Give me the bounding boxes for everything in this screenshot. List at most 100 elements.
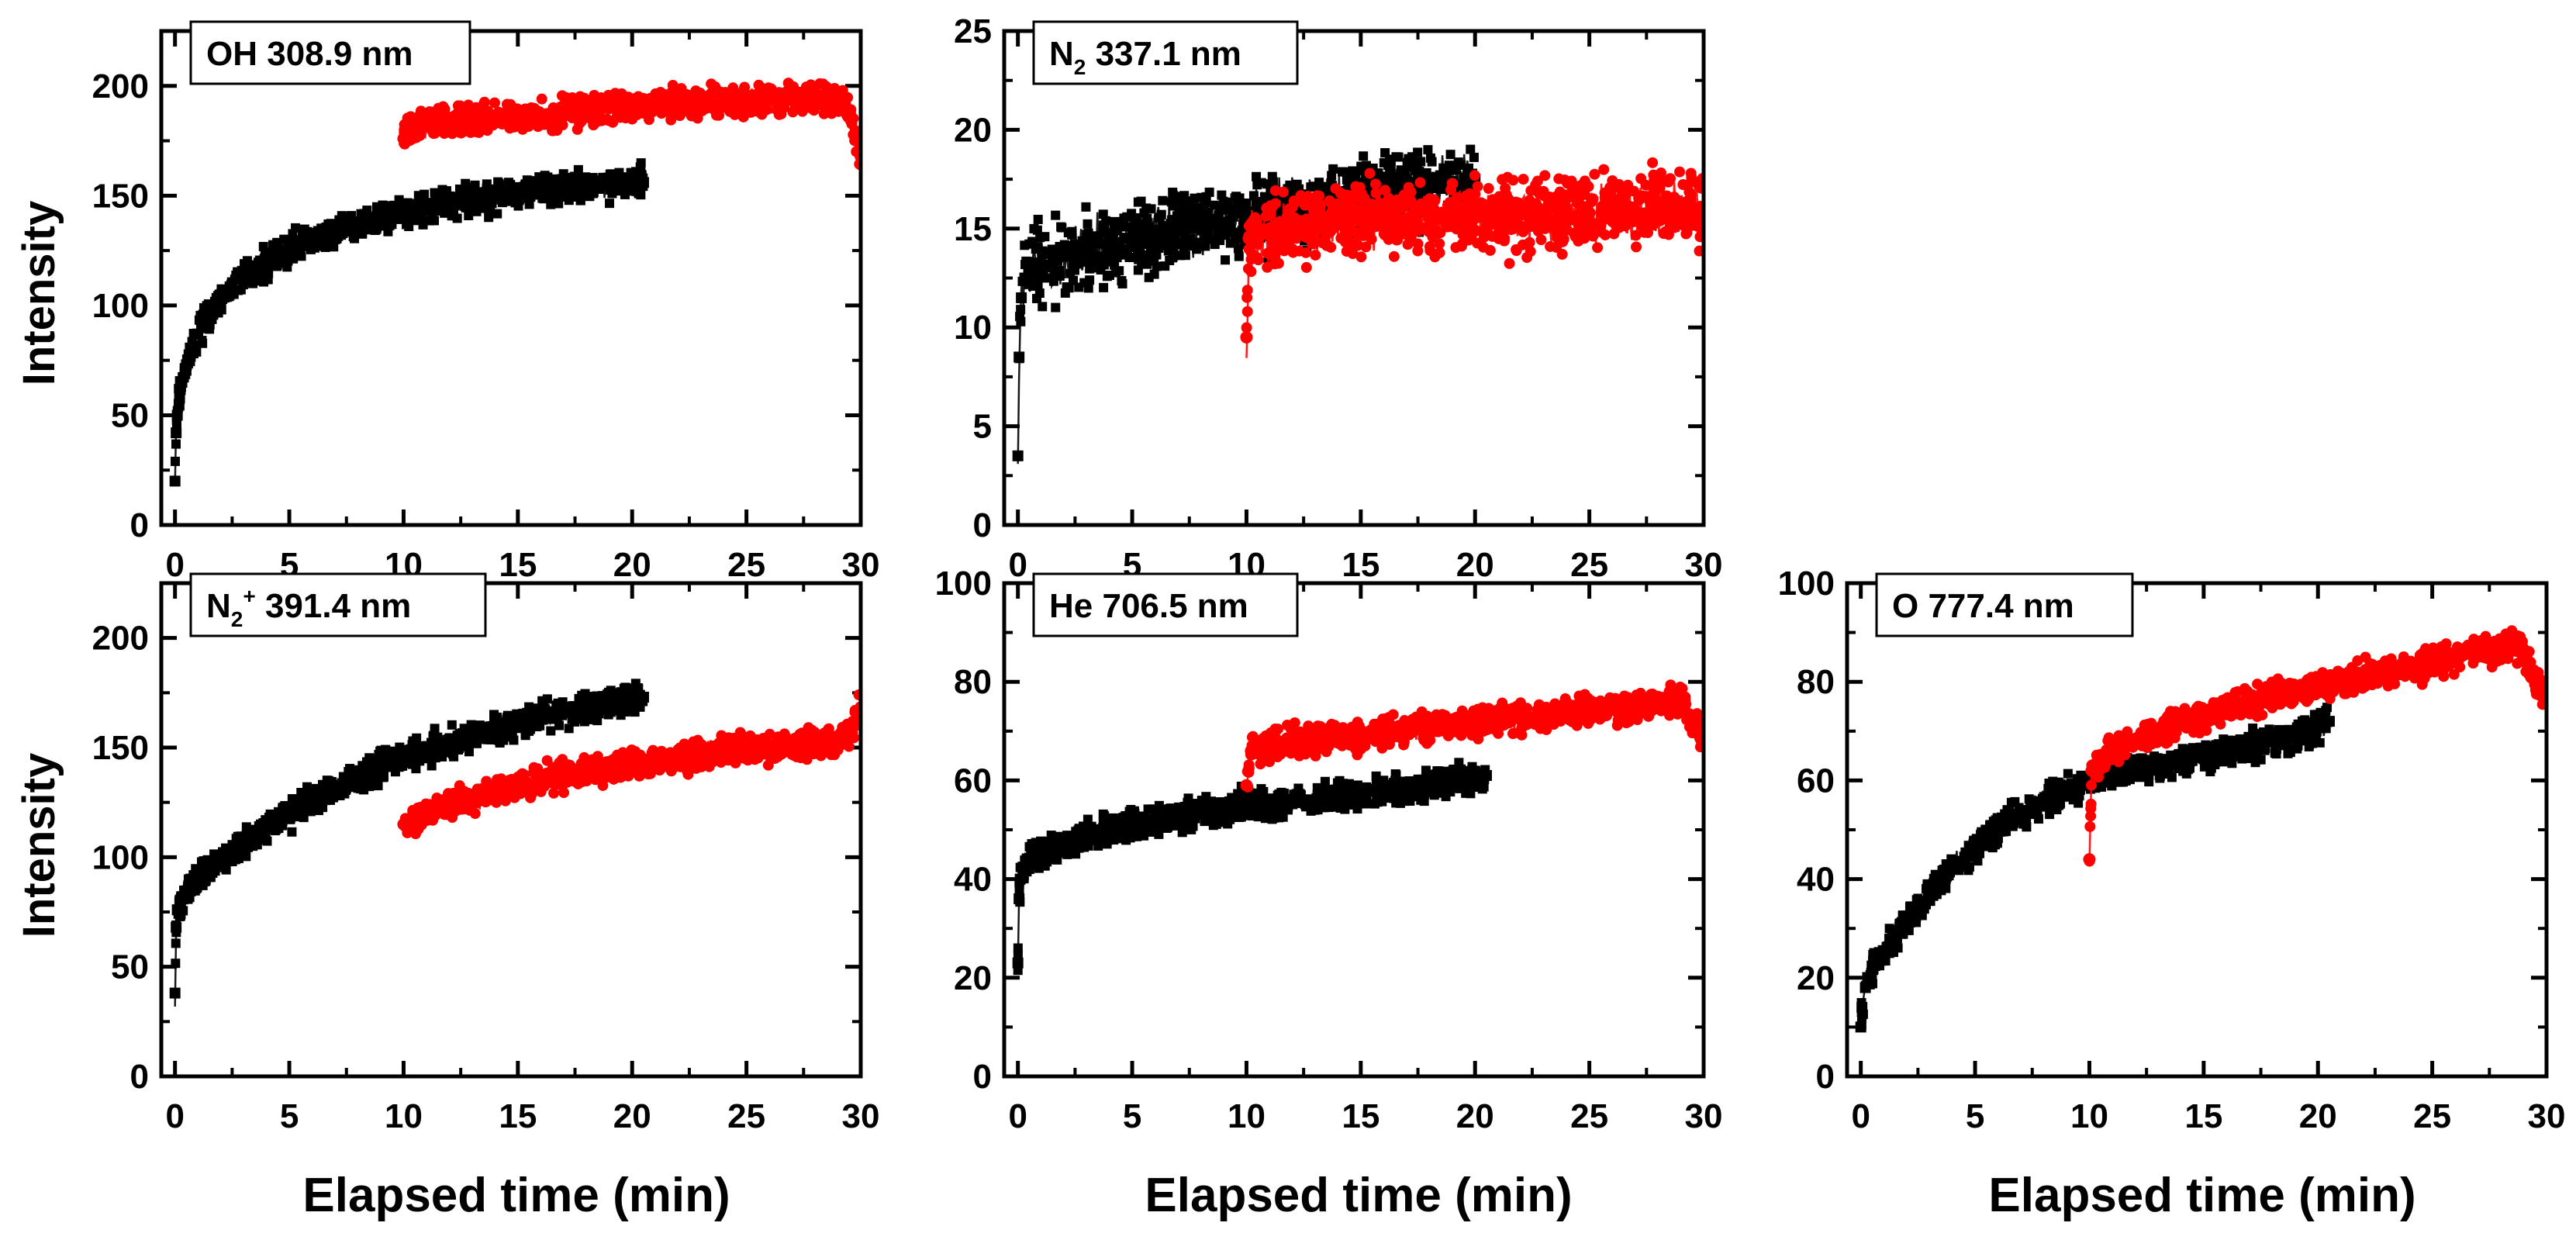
data-point	[376, 221, 386, 231]
data-point	[1314, 190, 1325, 202]
data-point	[556, 90, 568, 102]
data-point	[1377, 214, 1390, 227]
x-tick-label: 25	[727, 546, 765, 584]
data-point	[316, 223, 326, 233]
panel-title-part: 337.1 nm	[1086, 35, 1241, 73]
data-point	[1169, 234, 1179, 244]
data-point	[685, 110, 697, 122]
data-point	[437, 185, 447, 195]
data-point	[1180, 206, 1190, 216]
data-point	[1539, 170, 1551, 181]
data-point	[430, 736, 440, 746]
data-point	[1445, 210, 1459, 223]
data-point	[1669, 222, 1680, 233]
data-point	[1259, 192, 1269, 202]
data-point	[648, 99, 661, 112]
data-point	[1069, 265, 1079, 275]
data-point	[1192, 244, 1202, 254]
data-point	[455, 127, 467, 139]
data-point	[1241, 306, 1253, 317]
data-point	[1562, 192, 1573, 203]
data-point	[1119, 244, 1129, 254]
data-point	[1573, 233, 1585, 244]
data-point	[1631, 241, 1642, 253]
data-point	[1016, 316, 1026, 326]
data-point	[1493, 226, 1505, 237]
data-point	[809, 92, 822, 105]
data-point	[624, 706, 634, 716]
data-point	[1445, 150, 1455, 160]
data-point	[1223, 197, 1233, 207]
data-point	[1288, 195, 1300, 207]
data-point	[1405, 186, 1417, 198]
x-tick-label: 25	[1570, 546, 1608, 584]
data-point	[1638, 207, 1650, 219]
data-point	[729, 109, 741, 120]
data-point	[1242, 263, 1254, 275]
data-point	[1649, 174, 1660, 185]
data-point	[1249, 250, 1261, 262]
data-point	[1552, 199, 1563, 211]
data-point	[444, 737, 455, 749]
data-point	[271, 261, 281, 271]
data-point	[504, 102, 516, 114]
x-axis-label-col2: Elapsed time (min)	[1145, 1169, 1572, 1222]
data-point	[1518, 226, 1529, 237]
data-point	[1566, 181, 1578, 193]
data-point	[512, 717, 523, 729]
data-point	[500, 111, 512, 123]
data-point	[1201, 192, 1211, 202]
data-point	[1424, 179, 1435, 191]
data-point	[546, 192, 556, 202]
data-point	[1200, 200, 1210, 210]
plot-frame	[1002, 29, 1706, 527]
data-point	[402, 123, 415, 136]
data-point	[787, 106, 799, 118]
data-point	[1156, 209, 1166, 219]
data-point	[1175, 192, 1185, 202]
data-point	[1514, 208, 1528, 221]
data-point	[553, 698, 563, 708]
data-point	[284, 243, 295, 254]
data-point	[171, 958, 181, 969]
data-point	[1044, 261, 1054, 271]
data-point	[1597, 200, 1608, 212]
data-point	[1234, 204, 1244, 214]
data-point	[675, 83, 687, 95]
data-point	[1041, 273, 1051, 283]
data-point	[581, 703, 592, 714]
data-point	[1133, 265, 1143, 275]
data-point	[1098, 220, 1108, 230]
data-point	[786, 92, 799, 105]
data-point	[1081, 244, 1093, 256]
data-point	[1307, 200, 1319, 212]
data-point	[226, 280, 238, 292]
panel-title: OH 308.9 nm	[206, 35, 413, 73]
data-point	[1369, 178, 1381, 190]
data-point	[335, 791, 345, 801]
data-point	[171, 439, 181, 449]
data-point	[1283, 203, 1295, 215]
data-point	[534, 108, 547, 121]
data-point	[1262, 247, 1273, 259]
data-point	[1399, 199, 1411, 211]
data-point	[171, 418, 181, 428]
data-point	[1469, 152, 1479, 162]
data-point	[558, 706, 569, 718]
data-point	[293, 245, 303, 255]
data-point	[536, 93, 547, 105]
data-point	[637, 691, 649, 703]
data-point	[1034, 271, 1045, 281]
data-point	[1302, 191, 1314, 202]
data-point	[345, 769, 355, 779]
data-point	[546, 726, 556, 736]
y-tick-label: 150	[92, 177, 149, 215]
data-point	[205, 324, 215, 334]
data-point	[1587, 193, 1599, 205]
x-tick-label: 0	[165, 1097, 184, 1135]
data-point	[192, 328, 204, 340]
data-point	[1012, 450, 1024, 461]
data-point	[1393, 152, 1404, 162]
data-point	[1537, 208, 1550, 221]
data-point	[1622, 179, 1634, 191]
